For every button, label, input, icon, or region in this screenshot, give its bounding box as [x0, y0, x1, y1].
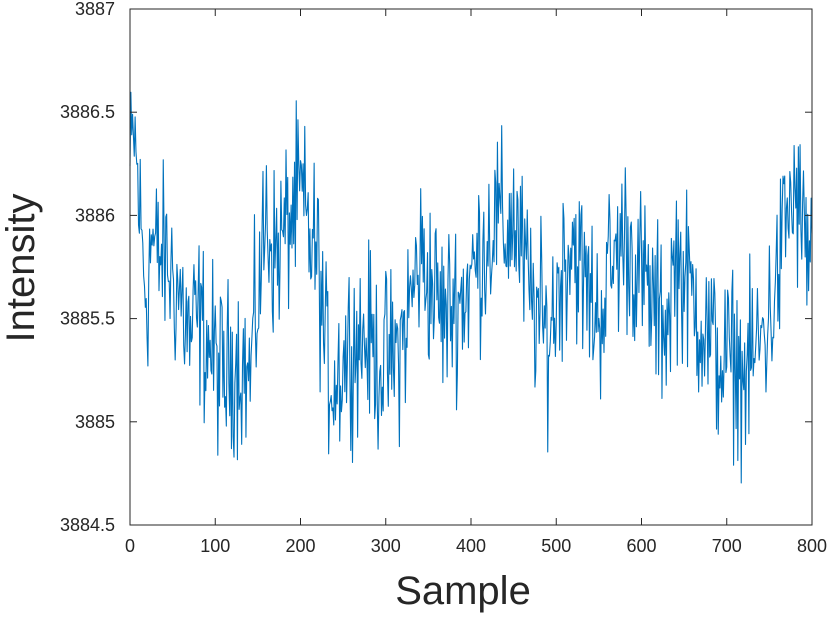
y-tick-label: 3886	[75, 205, 115, 225]
plot-area	[129, 91, 813, 484]
x-tick-label: 200	[285, 536, 315, 556]
y-tick-label: 3885	[75, 412, 115, 432]
x-tick-label: 100	[200, 536, 230, 556]
y-axis-ticks: 3884.5 3885 3885.5 3886 3886.5 3887	[60, 0, 812, 535]
y-tick-label: 3887	[75, 0, 115, 19]
x-tick-label: 400	[456, 536, 486, 556]
x-tick-label: 300	[371, 536, 401, 556]
x-tick-label: 800	[797, 536, 827, 556]
x-axis-title: Sample	[395, 569, 531, 613]
y-tick-label: 3886.5	[60, 102, 115, 122]
x-tick-label: 600	[626, 536, 656, 556]
y-tick-label: 3884.5	[60, 515, 115, 535]
y-tick-label: 3885.5	[60, 309, 115, 329]
x-tick-label: 700	[712, 536, 742, 556]
x-tick-label: 500	[541, 536, 571, 556]
y-axis-title: Intensity	[0, 194, 43, 343]
x-tick-label: 0	[125, 536, 135, 556]
data-series-line	[129, 91, 813, 484]
x-axis-ticks: 0 100 200 300 400 500 600 700 800	[125, 9, 827, 556]
